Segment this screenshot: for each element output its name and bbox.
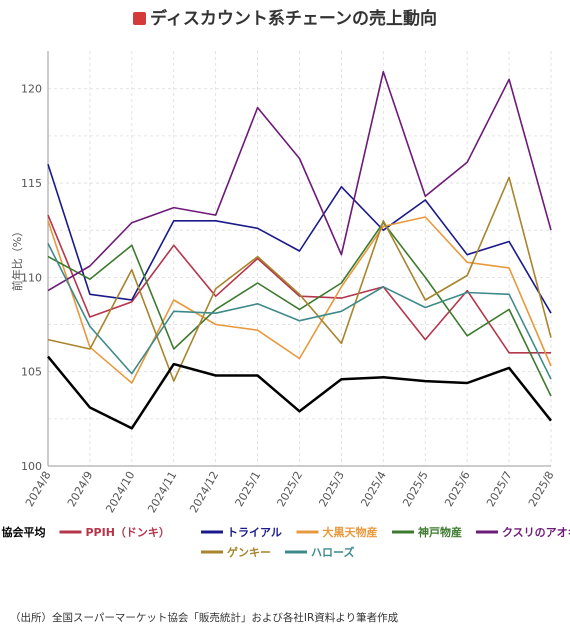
legend-label: ハローズ bbox=[311, 545, 354, 559]
chart-title: ディスカウント系チェーンの売上動向 bbox=[0, 4, 570, 29]
series-line bbox=[47, 355, 552, 430]
series-line bbox=[47, 221, 552, 397]
chart-title-text: ディスカウント系チェーンの売上動向 bbox=[150, 9, 437, 29]
x-tick-label: 2024/11 bbox=[145, 469, 179, 515]
x-tick-label: 2025/3 bbox=[316, 469, 347, 509]
legend-label: 神戸物産 bbox=[418, 525, 462, 539]
x-tick-label: 2025/6 bbox=[442, 469, 473, 509]
x-tick-label: 2024/8 bbox=[23, 469, 54, 509]
title-marker-icon bbox=[133, 12, 147, 25]
x-tick-label: 2025/5 bbox=[400, 469, 431, 509]
legend-item: 神戸物産 bbox=[392, 525, 462, 539]
legend-label: クスリのアオキ bbox=[502, 526, 570, 539]
x-tick-label: 2024/10 bbox=[103, 469, 137, 515]
legend-item: トライアル bbox=[201, 526, 282, 539]
legend-label: ゲンキー bbox=[227, 545, 271, 559]
y-axis-label: 前年比（%） bbox=[10, 226, 24, 291]
legend-item: 協会平均 bbox=[2, 525, 46, 539]
legend-item: ゲンキー bbox=[201, 545, 271, 559]
legend-label: 大黒天物産 bbox=[323, 525, 378, 539]
legend-item: ハローズ bbox=[285, 545, 354, 559]
x-tick-label: 2025/1 bbox=[233, 469, 264, 509]
series-line bbox=[47, 176, 552, 382]
y-tick-label: 120 bbox=[21, 83, 42, 96]
source-note: （出所）全国スーパーマーケット協会「販売統計」および各社IR資料より筆者作成 bbox=[10, 612, 399, 624]
y-tick-label: 110 bbox=[21, 271, 42, 284]
x-tick-label: 2024/12 bbox=[187, 469, 221, 515]
series-line bbox=[47, 214, 551, 354]
x-tick-label: 2025/4 bbox=[358, 469, 389, 509]
y-tick-label: 115 bbox=[21, 177, 42, 190]
legend-item: クスリのアオキ bbox=[476, 526, 570, 539]
x-tick-label: 2025/7 bbox=[484, 469, 515, 509]
x-tick-label: 2025/2 bbox=[274, 469, 305, 509]
legend-label: トライアル bbox=[227, 526, 282, 539]
y-tick-label: 100 bbox=[21, 460, 42, 473]
series-line bbox=[47, 163, 552, 314]
legend-label: 協会平均 bbox=[2, 525, 46, 539]
series-line bbox=[47, 216, 552, 384]
x-tick-label: 2025/8 bbox=[526, 469, 557, 509]
legend-item: PPIH（ドンキ） bbox=[59, 526, 170, 539]
legend-item: 大黒天物産 bbox=[296, 525, 378, 539]
series-line bbox=[47, 70, 552, 292]
x-tick-label: 2024/9 bbox=[65, 469, 96, 509]
legend-label: PPIH（ドンキ） bbox=[86, 526, 170, 539]
y-tick-label: 105 bbox=[21, 366, 42, 379]
series-line bbox=[47, 243, 552, 380]
